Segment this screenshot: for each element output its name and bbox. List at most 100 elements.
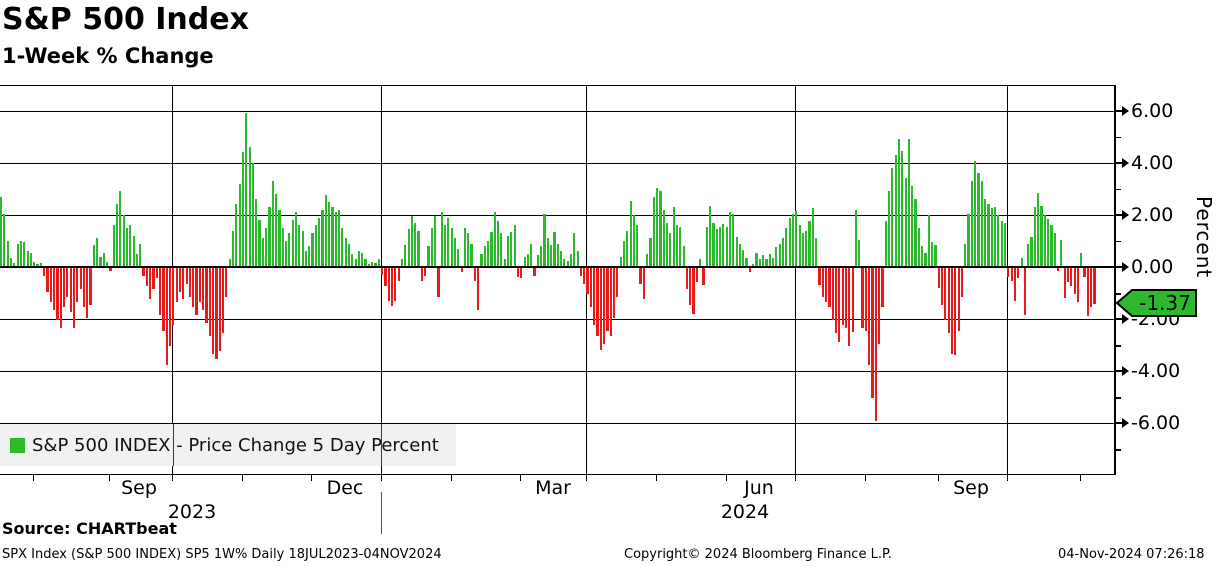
- bar-up: [331, 207, 334, 267]
- bar-up: [261, 238, 264, 267]
- bar-up: [275, 194, 278, 267]
- bar-up: [318, 217, 321, 267]
- bar-down: [947, 268, 950, 334]
- bar-down: [848, 268, 851, 347]
- bar-down: [168, 268, 172, 347]
- bar-down: [215, 268, 218, 360]
- bar-up: [404, 244, 407, 267]
- bar-down: [1083, 268, 1086, 278]
- bar-down: [748, 268, 751, 272]
- legend-label: S&P 500 INDEX - Price Change 5 Day Perce…: [32, 434, 439, 456]
- x-month-tick: [520, 474, 521, 481]
- y-tick: [1115, 422, 1123, 425]
- gridline-v: [381, 85, 382, 474]
- gridline-h--2.00: [0, 319, 1115, 321]
- gridline-v: [1007, 85, 1008, 474]
- gridline-v: [795, 85, 796, 474]
- bar-up: [775, 247, 778, 267]
- bar-up: [788, 217, 791, 267]
- gridline-h-6.00: [0, 110, 1115, 112]
- bar-up: [493, 212, 496, 267]
- bar-up: [513, 225, 516, 267]
- bar-up: [1060, 239, 1063, 267]
- bar-down: [155, 268, 158, 279]
- gridline-h-0.00: [0, 266, 1115, 268]
- bar-up: [265, 227, 268, 267]
- bar-up: [931, 242, 934, 267]
- bar-up: [102, 252, 105, 267]
- bar-up: [361, 252, 364, 267]
- bar-up: [752, 264, 755, 267]
- bar-up: [808, 221, 811, 267]
- bar-up: [457, 248, 460, 267]
- bar-down: [59, 268, 62, 328]
- bar-up: [467, 233, 470, 267]
- bar-down: [205, 268, 208, 323]
- bar-up: [801, 233, 804, 267]
- gridline-h-4.00: [0, 162, 1115, 164]
- bar-up: [417, 230, 420, 267]
- copyright-label: Copyright© 2024 Bloomberg Finance L.P.: [624, 547, 892, 562]
- bar-up: [0, 196, 3, 267]
- bar-up: [715, 229, 718, 267]
- bar-down: [864, 268, 867, 331]
- bar-up: [258, 220, 261, 267]
- bar-up: [129, 225, 132, 267]
- bar-up: [407, 229, 410, 267]
- bar-down: [195, 268, 198, 315]
- bar-down: [198, 268, 201, 302]
- bar-down: [583, 268, 586, 284]
- bar-up: [99, 256, 102, 267]
- bar-up: [728, 212, 732, 267]
- bar-up: [443, 225, 447, 267]
- bar-up: [1050, 225, 1053, 267]
- x-month-tick: [172, 474, 173, 481]
- bar-down: [1017, 268, 1020, 279]
- bar-up: [324, 195, 327, 267]
- bar-up: [967, 213, 970, 267]
- x-month-tick: [938, 474, 939, 481]
- bar-up: [540, 246, 543, 267]
- bar-up: [241, 152, 245, 267]
- bar-down: [53, 268, 56, 310]
- bar-down: [109, 268, 112, 271]
- plot-area: [0, 85, 1115, 474]
- bar-up: [13, 263, 16, 267]
- bar-down: [152, 268, 155, 289]
- bar-up: [997, 214, 1000, 267]
- bar-up: [1027, 243, 1030, 267]
- y-tick-arrowhead: [1122, 314, 1129, 325]
- bar-up: [652, 196, 655, 267]
- bar-down: [612, 268, 616, 318]
- bar-up: [497, 221, 500, 267]
- y-tick: [1115, 161, 1123, 164]
- x-month-tick: [726, 474, 727, 481]
- y-tick-label: 4.00: [1131, 151, 1174, 174]
- bar-up: [410, 216, 414, 267]
- y-tick: [1115, 213, 1123, 216]
- y-axis-line: [1114, 85, 1116, 475]
- bar-up: [245, 113, 248, 267]
- bar-down: [390, 268, 394, 306]
- bar-up: [440, 212, 443, 267]
- bar-up: [500, 233, 503, 267]
- bar-up: [669, 233, 672, 267]
- bar-down: [834, 268, 838, 334]
- bar-up: [96, 238, 99, 267]
- bar-up: [291, 220, 294, 267]
- bar-down: [188, 268, 192, 297]
- page-subtitle: 1-Week % Change: [2, 44, 214, 68]
- bar-down: [957, 268, 960, 331]
- bar-up: [119, 191, 122, 267]
- last-price-tag-value: -1.37: [1139, 290, 1191, 315]
- bar-down: [950, 268, 954, 354]
- bar-up: [1043, 214, 1046, 267]
- bar-up: [974, 161, 977, 267]
- bar-up: [271, 181, 274, 267]
- y-tick-label: -4.00: [1131, 360, 1181, 383]
- bar-down: [387, 268, 390, 301]
- bar-up: [712, 222, 715, 267]
- bar-up: [450, 227, 453, 267]
- bar-down: [940, 268, 944, 305]
- x-axis-line: [0, 474, 1115, 475]
